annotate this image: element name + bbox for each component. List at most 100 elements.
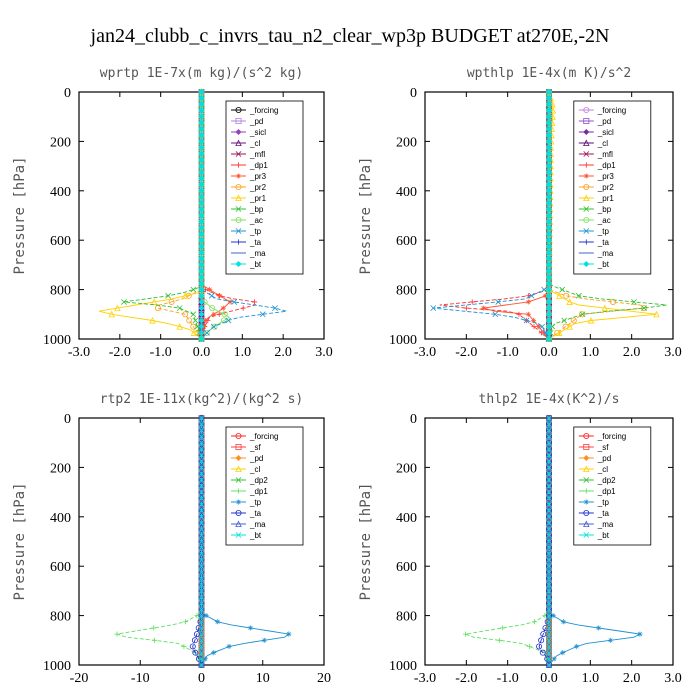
series-marker bbox=[198, 323, 205, 330]
series-marker bbox=[545, 101, 553, 108]
panel-title: rtp2 1E-11x(kg^2)/(kg^2 s) bbox=[100, 392, 304, 407]
series-marker bbox=[546, 581, 552, 588]
panel-title: thlp2 1E-4x(K^2)/s bbox=[479, 392, 620, 407]
series-marker bbox=[560, 619, 567, 625]
legend-marker bbox=[583, 151, 590, 157]
series-marker bbox=[545, 500, 553, 508]
series-marker bbox=[198, 618, 205, 625]
series-marker bbox=[198, 569, 205, 576]
legend-label: _ta bbox=[249, 238, 262, 247]
series-marker bbox=[198, 212, 205, 219]
series-marker bbox=[545, 519, 553, 526]
legend-marker bbox=[235, 239, 242, 245]
series-marker bbox=[540, 631, 547, 638]
series-marker bbox=[566, 298, 573, 305]
series-marker bbox=[165, 292, 172, 299]
x-tick-label: -10 bbox=[131, 671, 150, 686]
x-tick-label: -2.0 bbox=[455, 671, 477, 686]
series-marker bbox=[198, 458, 205, 465]
legend-marker bbox=[583, 228, 590, 234]
series-marker bbox=[545, 476, 553, 483]
series-marker bbox=[546, 483, 552, 489]
series-marker bbox=[546, 495, 552, 502]
series-marker bbox=[545, 187, 553, 194]
x-tick-label: 3.0 bbox=[315, 345, 333, 360]
series-marker bbox=[541, 286, 547, 293]
series-marker bbox=[563, 292, 570, 299]
series-dp1 bbox=[439, 89, 552, 342]
series-dp1 bbox=[462, 415, 552, 668]
series-marker bbox=[198, 655, 205, 662]
series-marker bbox=[198, 544, 205, 551]
legend: _forcing _sf _pd _cl _dp2 _dp1 _tp _ta _ma _bt bbox=[573, 426, 652, 546]
legend: _forcing _pd _sicl _cl _mfl _dp1 _pr3 _pr2 _pr1 _… bbox=[573, 100, 652, 275]
series-line bbox=[433, 92, 550, 340]
series-marker bbox=[539, 323, 545, 330]
series-marker bbox=[546, 421, 552, 428]
series-marker bbox=[545, 261, 553, 268]
series-marker bbox=[546, 427, 552, 434]
series-marker bbox=[198, 415, 205, 421]
y-axis-label: Pressure [hPa] bbox=[358, 156, 374, 274]
series-marker bbox=[202, 317, 208, 324]
series-marker bbox=[198, 305, 205, 312]
series-bt bbox=[546, 415, 552, 668]
series-marker bbox=[190, 323, 197, 330]
series-marker bbox=[198, 470, 205, 477]
series-marker bbox=[198, 237, 205, 244]
series-marker bbox=[545, 113, 553, 120]
series-marker bbox=[546, 575, 552, 582]
legend-marker bbox=[235, 216, 242, 223]
series-marker bbox=[108, 310, 115, 318]
x-tick-label: 0.0 bbox=[540, 671, 558, 686]
series-marker bbox=[198, 268, 205, 275]
legend-label: _mfl bbox=[597, 150, 613, 159]
series-marker bbox=[198, 181, 205, 188]
series-marker bbox=[545, 292, 553, 299]
series-marker bbox=[121, 299, 127, 305]
legend-marker bbox=[235, 107, 242, 114]
series-marker bbox=[545, 88, 553, 96]
y-tick-label: 600 bbox=[396, 560, 417, 575]
y-tick-label: 200 bbox=[396, 135, 417, 150]
series-marker bbox=[198, 107, 205, 114]
series-marker bbox=[545, 193, 553, 200]
series-marker bbox=[492, 311, 499, 318]
series-marker bbox=[198, 520, 205, 526]
series-marker bbox=[579, 311, 586, 318]
legend-label: _bt bbox=[597, 260, 610, 269]
series-marker bbox=[286, 631, 292, 637]
series-marker bbox=[546, 550, 552, 557]
series-marker bbox=[541, 330, 547, 336]
series-marker bbox=[545, 661, 553, 668]
legend-label: _dp1 bbox=[597, 487, 616, 496]
series-marker bbox=[546, 637, 552, 644]
series-marker bbox=[546, 557, 552, 563]
y-tick-label: 400 bbox=[396, 185, 417, 200]
series-marker bbox=[198, 612, 205, 619]
legend: _forcing _pd _sicl _cl _mfl _dp1 _pr3 _pr2 _pr1 _… bbox=[225, 100, 304, 275]
series-marker bbox=[545, 132, 553, 139]
series-marker bbox=[607, 637, 614, 643]
legend-marker bbox=[583, 239, 589, 245]
legend-marker bbox=[235, 139, 242, 147]
legend-marker bbox=[235, 151, 242, 157]
legend-marker bbox=[583, 509, 590, 516]
series-marker bbox=[198, 519, 205, 526]
legend-label: _dp1 bbox=[249, 487, 268, 496]
series-marker bbox=[546, 655, 552, 662]
series-marker bbox=[225, 317, 232, 324]
series-marker bbox=[272, 305, 278, 312]
series-marker bbox=[247, 625, 254, 631]
series-marker bbox=[198, 193, 205, 200]
series-marker bbox=[198, 132, 205, 139]
series-marker bbox=[216, 311, 222, 317]
series-marker bbox=[198, 494, 205, 502]
series-marker bbox=[193, 631, 200, 638]
series-marker bbox=[198, 224, 205, 231]
series-marker bbox=[546, 569, 552, 576]
series-marker bbox=[531, 619, 538, 625]
series-marker bbox=[198, 575, 205, 582]
series-marker bbox=[538, 637, 545, 644]
series-marker bbox=[198, 600, 205, 607]
